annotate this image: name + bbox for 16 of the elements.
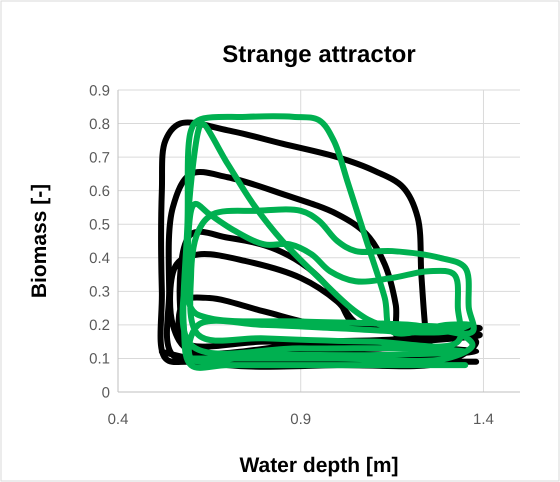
x-tick-label: 0.9 [290,411,312,428]
y-tick-label: 0.3 [89,284,110,301]
y-tick-label: 0 [102,384,110,402]
y-tick-label: 0.9 [89,82,110,100]
y-axis-title: Biomass [-] [28,184,51,298]
y-tick-label: 0.4 [89,250,110,268]
x-tick-label: 1.4 [473,411,494,428]
y-tick-label: 0.2 [89,317,110,334]
chart-title: Strange attractor [222,41,416,68]
x-tick-label: 0.4 [108,411,128,428]
x-axis-title: Water depth [m] [239,454,399,477]
y-tick-label: 0.1 [89,350,110,368]
y-tick-label: 0.8 [89,116,110,133]
y-tick-label: 0.7 [89,149,110,166]
y-tick-label: 0.5 [89,216,110,234]
y-tick-label: 0.6 [89,182,110,200]
